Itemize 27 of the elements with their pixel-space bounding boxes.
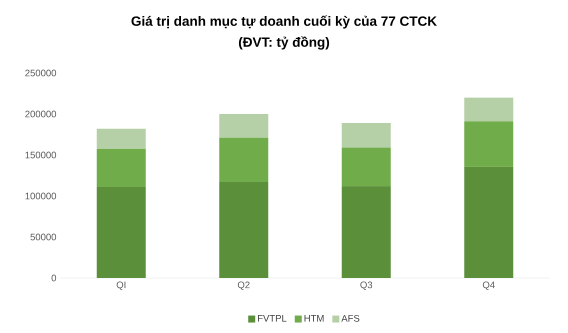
- bar: [464, 166, 514, 278]
- x-tick-label: Q4: [482, 282, 495, 290]
- y-tick-label: 150000: [26, 152, 56, 158]
- chart-title: Giá trị danh mục tự doanh cuối kỳ của 77 CTCK: [132, 15, 437, 29]
- y-tick-label: 0: [52, 274, 56, 282]
- bar: [219, 182, 268, 278]
- legend-label: AFS: [341, 314, 360, 322]
- legend-label: FVTPL: [258, 315, 286, 322]
- bar: [464, 121, 514, 167]
- y-tick-label: 250000: [25, 70, 56, 76]
- bar: [342, 186, 391, 278]
- y-tick-label: 50000: [30, 234, 56, 240]
- y-tick-label: 200000: [25, 110, 56, 118]
- bar: [96, 148, 146, 187]
- legend-label: HTM: [304, 315, 324, 322]
- x-tick-label: QI: [116, 282, 126, 290]
- y-tick-label: 100000: [26, 192, 56, 200]
- bar: [342, 123, 391, 148]
- chart-subtitle: (ĐVT: tỷ đồng): [238, 36, 330, 50]
- bar: [219, 138, 268, 182]
- bar: [342, 148, 391, 186]
- bar: [96, 128, 146, 149]
- bar: [219, 114, 268, 138]
- x-tick-label: Q2: [238, 282, 250, 290]
- x-tick-label: Q3: [360, 282, 372, 290]
- bar: [464, 98, 514, 122]
- bar: [96, 186, 146, 278]
